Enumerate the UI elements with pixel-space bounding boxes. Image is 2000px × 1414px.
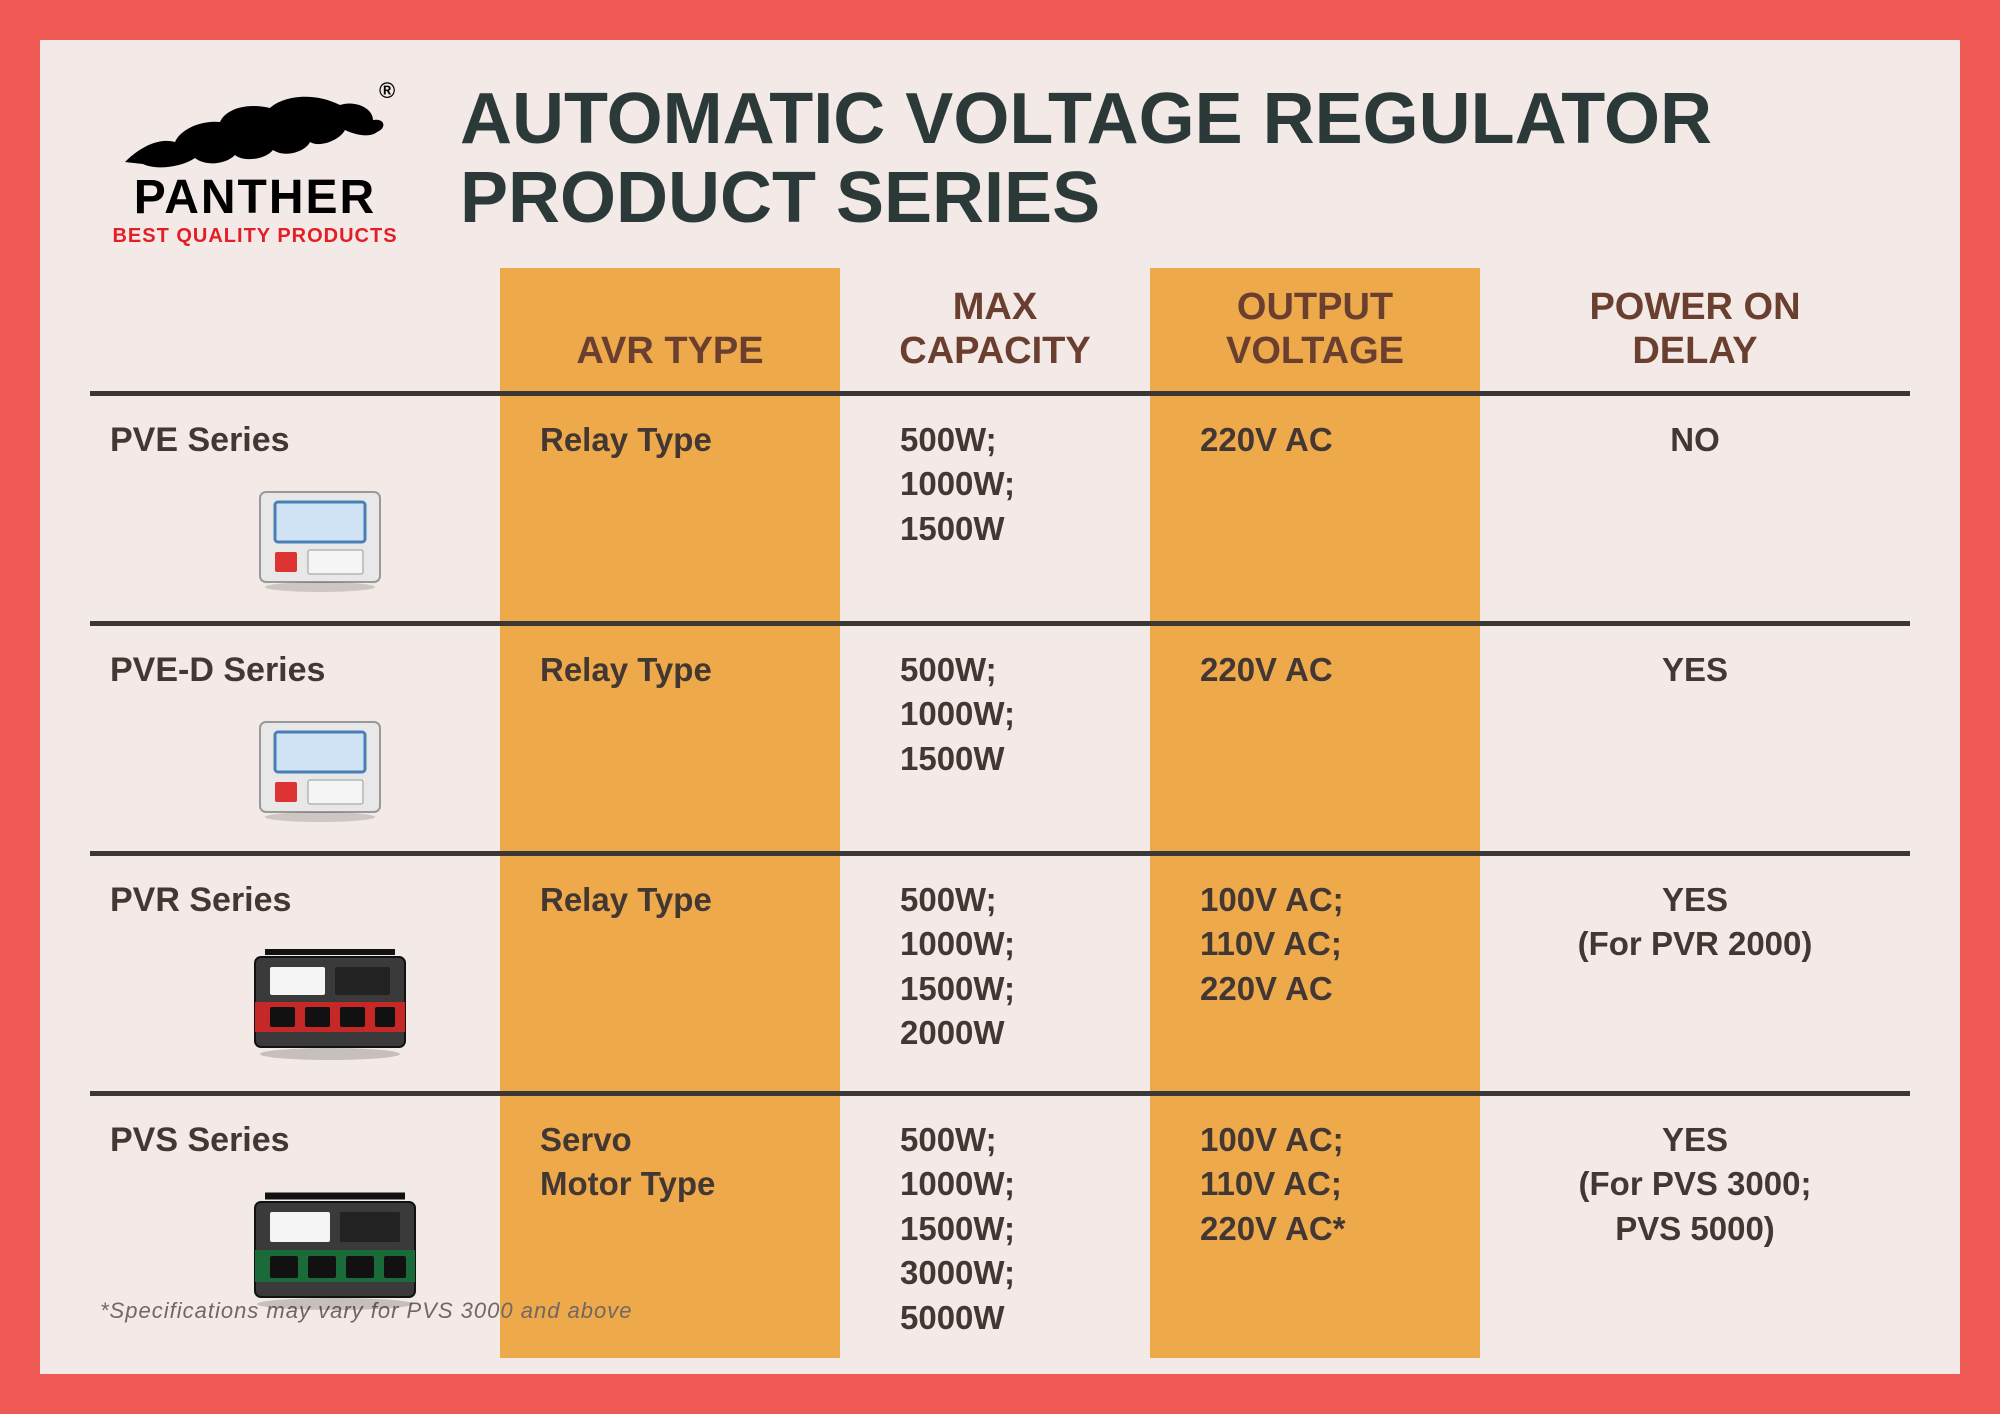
inner-content: ® PANTHER BEST QUALITY PRODUCTS AUTOMATI…: [40, 40, 1960, 1374]
title-block: AUTOMATIC VOLTAGE REGULATOR PRODUCT SERI…: [460, 70, 1910, 238]
table-row: PVS Series ServoMotor Type500W;1000W;150…: [90, 1100, 1910, 1359]
product-image: [240, 702, 490, 834]
output-cell: 100V AC;110V AC;220V AC: [1150, 860, 1480, 1094]
logo-block: ® PANTHER BEST QUALITY PRODUCTS: [90, 70, 420, 248]
series-cell: PVS Series: [90, 1100, 500, 1359]
output-cell: 100V AC;110V AC;220V AC*: [1150, 1100, 1480, 1359]
delay-cell: NO: [1480, 400, 1910, 624]
series-cell: PVE-D Series: [90, 630, 500, 854]
avr-type-cell: Relay Type: [500, 400, 840, 624]
output-cell: 220V AC: [1150, 630, 1480, 854]
panther-icon: ®: [115, 80, 395, 175]
product-image: [240, 472, 490, 604]
avr-type-cell: Relay Type: [500, 630, 840, 854]
capacity-cell: 500W;1000W;1500W: [840, 400, 1150, 624]
table-body: PVE Series Relay Type500W;1000W;1500W220…: [90, 394, 1910, 1359]
delay-cell: YES: [1480, 630, 1910, 854]
product-image: [240, 932, 490, 1074]
table-row: PVE Series Relay Type500W;1000W;1500W220…: [90, 400, 1910, 624]
delay-cell: YES(For PVR 2000): [1480, 860, 1910, 1094]
product-image: [240, 1172, 490, 1324]
table-row: PVR Series Relay Type500W;1000W;1500W;20…: [90, 860, 1910, 1094]
header-power-on-delay: POWER ON DELAY: [1480, 268, 1910, 394]
brand-name: PANTHER: [134, 170, 376, 225]
avr-type-cell: Relay Type: [500, 860, 840, 1094]
header: ® PANTHER BEST QUALITY PRODUCTS AUTOMATI…: [90, 70, 1910, 248]
series-cell: PVE Series: [90, 400, 500, 624]
capacity-cell: 500W;1000W;1500W;3000W;5000W: [840, 1100, 1150, 1359]
outer-border: ® PANTHER BEST QUALITY PRODUCTS AUTOMATI…: [0, 0, 2000, 1414]
avr-type-cell: ServoMotor Type: [500, 1100, 840, 1359]
table-header-row: AVR TYPE MAX CAPACITY OUTPUT VOLTAGE POW…: [90, 268, 1910, 394]
registered-mark: ®: [379, 80, 395, 103]
title-line2: PRODUCT SERIES: [460, 159, 1910, 238]
delay-cell: YES(For PVS 3000;PVS 5000): [1480, 1100, 1910, 1359]
series-cell: PVR Series: [90, 860, 500, 1094]
series-label: PVE-D Series: [110, 648, 490, 694]
capacity-cell: 500W;1000W;1500W;2000W: [840, 860, 1150, 1094]
series-label: PVE Series: [110, 418, 490, 464]
brand-tagline: BEST QUALITY PRODUCTS: [112, 225, 397, 248]
output-cell: 220V AC: [1150, 400, 1480, 624]
header-output-voltage: OUTPUT VOLTAGE: [1150, 268, 1480, 394]
series-label: PVS Series: [110, 1118, 490, 1164]
table-row: PVE-D Series Relay Type500W;1000W;1500W2…: [90, 630, 1910, 854]
title-line1: AUTOMATIC VOLTAGE REGULATOR: [460, 80, 1910, 159]
header-avr-type: AVR TYPE: [500, 268, 840, 394]
comparison-table: AVR TYPE MAX CAPACITY OUTPUT VOLTAGE POW…: [90, 268, 1910, 1358]
comparison-table-wrap: AVR TYPE MAX CAPACITY OUTPUT VOLTAGE POW…: [90, 268, 1910, 1358]
series-label: PVR Series: [110, 878, 490, 924]
header-max-capacity: MAX CAPACITY: [840, 268, 1150, 394]
capacity-cell: 500W;1000W;1500W: [840, 630, 1150, 854]
